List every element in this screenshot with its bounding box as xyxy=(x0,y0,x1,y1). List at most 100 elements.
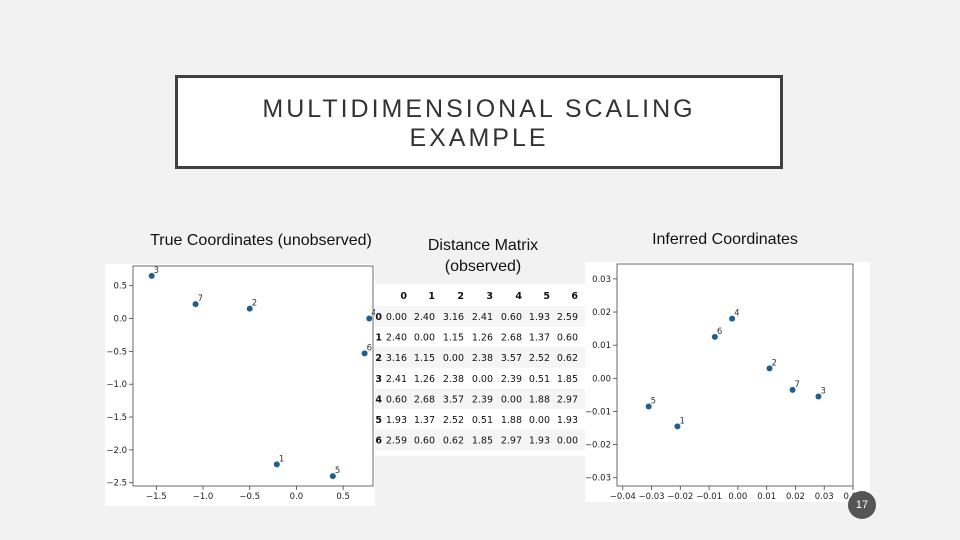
inferred-coords-ytick-label: −0.02 xyxy=(585,441,611,451)
distance-matrix-table: 0 1 2 3 4 5 6 0 0.00 2.40 3.16 2.41 0.60 1.93 2.59 1 2.4… xyxy=(375,291,585,451)
true-coords-point-label-1: 1 xyxy=(279,454,284,464)
inferred-coords-plot-frame xyxy=(616,263,854,487)
matrix-cell: 2.39 xyxy=(501,374,522,385)
inferred-coords-xtick-label: 0.00 xyxy=(728,492,747,502)
inferred-coords-ytick-label: −0.03 xyxy=(585,474,611,484)
inferred-coords-ytick-label: 0.01 xyxy=(592,341,611,351)
slide-number-badge: 17 xyxy=(848,491,876,519)
true-coords-point-2 xyxy=(246,305,253,312)
matrix-cell: 2.68 xyxy=(501,333,522,344)
true-coords-point-1 xyxy=(273,461,280,468)
true-coords-point-label-2: 2 xyxy=(252,299,257,309)
true-coords-ytick-label: −1.5 xyxy=(106,413,127,423)
matrix-row-header: 4 xyxy=(375,394,382,405)
inferred-coords-point-label-2: 2 xyxy=(772,358,777,368)
true-coords-point-label-4: 4 xyxy=(371,309,375,319)
matrix-column-header: 5 xyxy=(543,291,550,302)
inferred-coords-xtick-label: −0.02 xyxy=(667,492,693,502)
distance-matrix-caption-line1: Distance Matrix xyxy=(427,237,539,254)
matrix-cell: 3.16 xyxy=(386,353,407,364)
matrix-cell: 1.85 xyxy=(557,374,578,385)
slide-title-box: MULTIDIMENSIONAL SCALING EXAMPLE xyxy=(175,75,783,169)
matrix-cell: 2.40 xyxy=(414,312,435,323)
matrix-cell: 1.93 xyxy=(557,415,578,426)
matrix-cell: 0.00 xyxy=(529,415,550,426)
true-coords-point-4 xyxy=(366,315,373,322)
matrix-cell: 2.52 xyxy=(443,415,464,426)
slide-title-line-2: EXAMPLE xyxy=(409,124,549,152)
inferred-coords-point-7 xyxy=(789,386,796,393)
matrix-cell: 1.15 xyxy=(414,353,435,364)
matrix-cell: 2.41 xyxy=(386,374,407,385)
matrix-column-header: 4 xyxy=(515,291,522,302)
slide-title-line-1: MULTIDIMENSIONAL SCALING xyxy=(262,95,696,123)
matrix-row-header: 2 xyxy=(375,353,382,364)
matrix-cell: 0.00 xyxy=(557,436,578,447)
true-coords-ytick-label: −1.0 xyxy=(106,380,127,390)
matrix-cell: 3.57 xyxy=(443,394,464,405)
matrix-row-header: 1 xyxy=(375,333,382,344)
true-coordinates-panel: −1.5 −1.0 −0.5 0.0 0.5 0.5 0.0 −0.5 −1.0 −1.5 −2.0… xyxy=(105,264,377,506)
inferred-coords-point-label-6: 6 xyxy=(717,327,722,337)
inferred-coords-point-label-3: 3 xyxy=(820,387,825,397)
matrix-cell: 0.00 xyxy=(501,394,522,405)
matrix-cell: 0.60 xyxy=(501,312,522,323)
matrix-column-header: 1 xyxy=(428,291,435,302)
inferred-coords-point-5 xyxy=(645,403,652,410)
inferred-coords-point-4 xyxy=(729,315,736,322)
true-coords-point-label-5: 5 xyxy=(335,466,340,476)
matrix-cell: 1.93 xyxy=(529,436,550,447)
matrix-row-stripe xyxy=(375,347,585,368)
true-coords-ytick-label: 0.5 xyxy=(113,282,127,292)
matrix-column-header: 6 xyxy=(571,291,578,302)
inferred-coords-xtick-label: 0.03 xyxy=(815,492,834,502)
matrix-cell: 0.62 xyxy=(557,353,578,364)
matrix-cell: 0.00 xyxy=(386,312,407,323)
inferred-coords-point-label-5: 5 xyxy=(651,396,656,406)
true-coords-ytick-label: 0.0 xyxy=(113,315,127,325)
matrix-cell: 1.26 xyxy=(472,333,493,344)
inferred-coordinates-caption: Inferred Coordinates xyxy=(652,231,798,248)
matrix-cell: 2.68 xyxy=(414,394,435,405)
inferred-coords-xtick-label: 0.02 xyxy=(786,492,805,502)
true-coords-plot-frame xyxy=(132,265,374,487)
inferred-coords-ytick-label: −0.01 xyxy=(585,407,611,417)
matrix-cell: 2.39 xyxy=(472,394,493,405)
true-coords-point-5 xyxy=(329,473,336,480)
matrix-cell: 0.00 xyxy=(414,333,435,344)
true-coords-ytick-label: −2.5 xyxy=(106,479,127,489)
matrix-row-header: 0 xyxy=(375,312,382,323)
matrix-cell: 0.62 xyxy=(443,436,464,447)
matrix-cell: 0.60 xyxy=(386,394,407,405)
distance-matrix-panel: 0 1 2 3 4 5 6 0 0.00 2.40 3.16 2.41 0.60 1.93 2.59 1 2.4… xyxy=(375,284,585,456)
true-coords-ytick-label: −0.5 xyxy=(106,347,127,357)
matrix-cell: 0.00 xyxy=(443,353,464,364)
true-coords-xtick-label: 0.0 xyxy=(290,492,304,502)
matrix-cell: 3.16 xyxy=(443,312,464,323)
matrix-cell: 1.93 xyxy=(386,415,407,426)
matrix-cell: 3.57 xyxy=(501,353,522,364)
matrix-cell: 0.60 xyxy=(557,333,578,344)
matrix-cell: 1.26 xyxy=(414,374,435,385)
matrix-cell: 2.40 xyxy=(386,333,407,344)
matrix-cell: 2.97 xyxy=(557,394,578,405)
matrix-cell: 0.51 xyxy=(529,374,550,385)
inferred-coords-xtick-label: −0.04 xyxy=(610,492,636,502)
inferred-coords-point-label-4: 4 xyxy=(734,309,739,319)
matrix-column-header: 0 xyxy=(400,291,407,302)
true-coordinates-scatter: −1.5 −1.0 −0.5 0.0 0.5 0.5 0.0 −0.5 −1.0 −1.5 −2.0… xyxy=(106,265,377,502)
true-coords-point-label-6: 6 xyxy=(367,343,372,353)
matrix-cell: 1.37 xyxy=(529,333,550,344)
matrix-cell: 2.41 xyxy=(472,312,493,323)
matrix-cell: 2.38 xyxy=(443,374,464,385)
inferred-coords-point-1 xyxy=(674,423,681,430)
matrix-cell: 2.38 xyxy=(472,353,493,364)
inferred-coords-xtick-label: −0.03 xyxy=(639,492,665,502)
matrix-cell: 0.51 xyxy=(472,415,493,426)
matrix-row-stripe xyxy=(375,388,585,409)
inferred-coords-point-label-7: 7 xyxy=(795,380,800,390)
matrix-cell: 1.93 xyxy=(529,312,550,323)
matrix-column-header: 2 xyxy=(457,291,464,302)
true-coords-xtick-label: −0.5 xyxy=(239,492,260,502)
matrix-cell: 1.37 xyxy=(414,415,435,426)
